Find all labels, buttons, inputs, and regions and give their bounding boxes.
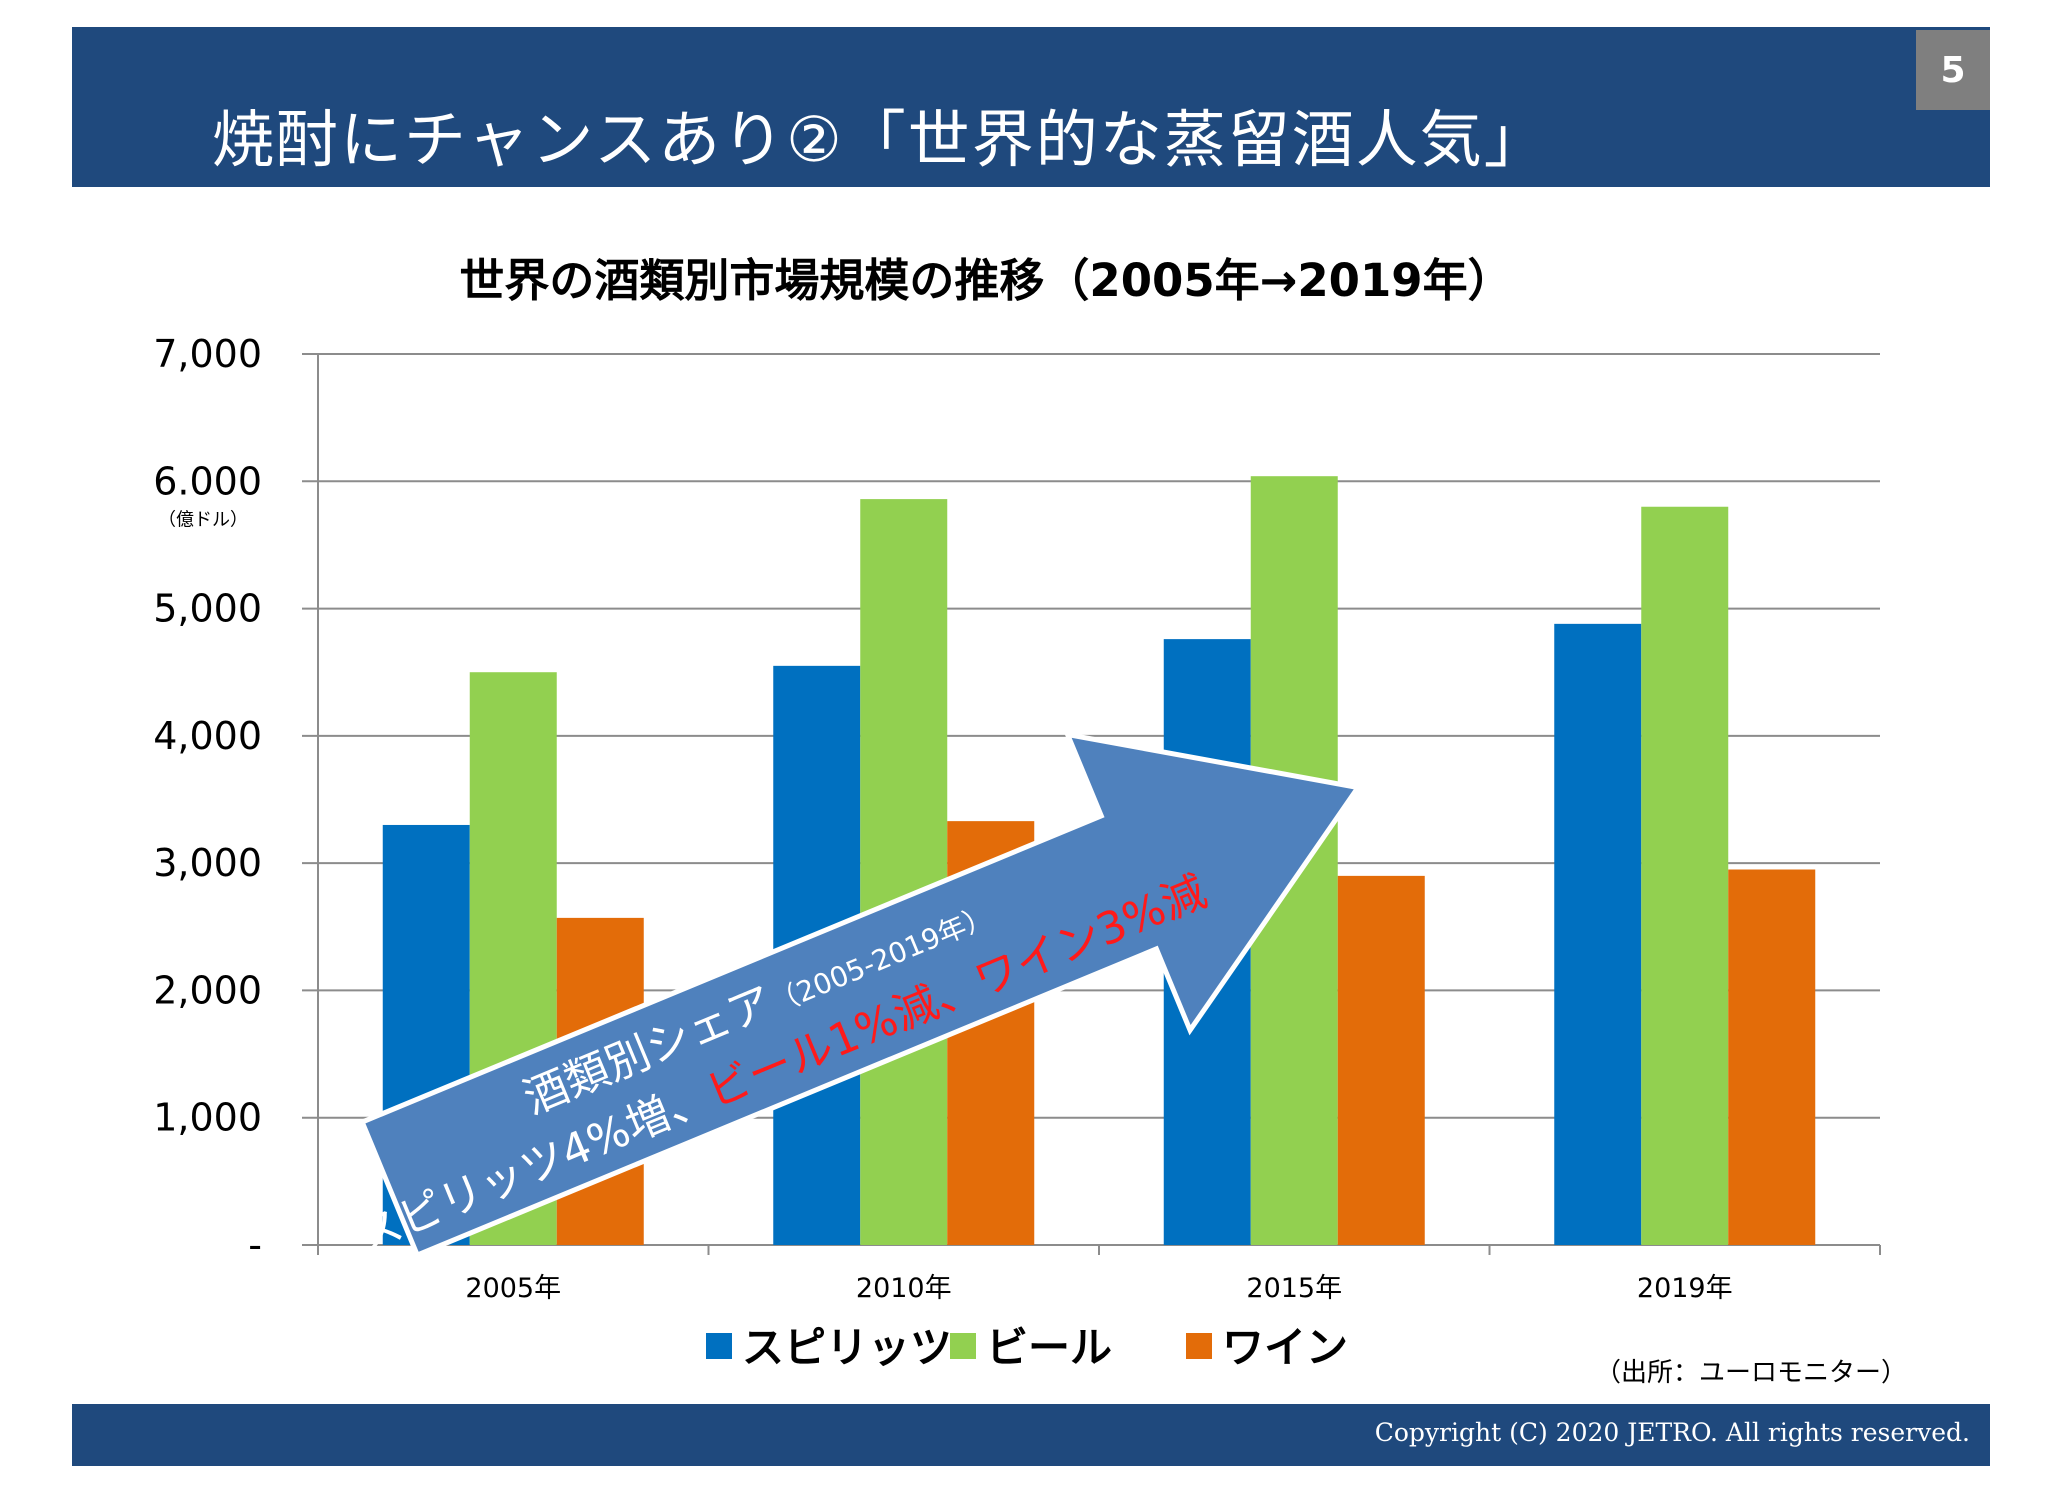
y-tick-label: 7,000 xyxy=(153,332,262,376)
legend-label: ワイン xyxy=(1222,1323,1348,1372)
bar-ビール-2010年 xyxy=(860,499,948,1245)
legend-swatch xyxy=(950,1333,976,1359)
chart-title: 世界の酒類別市場規模の推移（2005年→2019年） xyxy=(459,254,1512,307)
y-tick-label: 2,000 xyxy=(153,968,262,1012)
legend-swatch xyxy=(1186,1333,1212,1359)
legend-label: スピリッツ xyxy=(742,1323,952,1372)
y-unit-label: （億ドル） xyxy=(158,509,248,530)
y-tick-label: - xyxy=(248,1223,262,1267)
y-tick-label: 3,000 xyxy=(153,841,262,885)
page-number-badge: 5 xyxy=(1916,30,1990,110)
x-tick-label: 2015年 xyxy=(1246,1273,1342,1304)
y-tick-label: 5,000 xyxy=(153,587,262,631)
arrow-shape xyxy=(358,731,1363,1259)
bar-スピリッツ-2019年 xyxy=(1554,623,1642,1245)
copyright-text: Copyright (C) 2020 JETRO. All rights res… xyxy=(1374,1418,1970,1447)
slide-title: 焼酎にチャンスあり②「世界的な蒸留酒人気」 xyxy=(212,103,1548,176)
legend-label: ビール xyxy=(986,1323,1112,1372)
footer-bar: Copyright (C) 2020 JETRO. All rights res… xyxy=(72,1404,1990,1466)
y-tick-label: 4,000 xyxy=(153,714,262,758)
legend-swatch xyxy=(706,1333,732,1359)
x-tick-label: 2010年 xyxy=(856,1273,952,1304)
source-note: （出所：ユーロモニター） xyxy=(1595,1358,1908,1388)
bar-ワイン-2019年 xyxy=(1728,869,1816,1245)
y-tick-label: 1,000 xyxy=(153,1096,262,1140)
x-tick-label: 2005年 xyxy=(465,1273,561,1304)
header-bar: 焼酎にチャンスあり②「世界的な蒸留酒人気」 xyxy=(72,27,1990,187)
bar-ビール-2019年 xyxy=(1641,506,1729,1245)
x-tick-label: 2019年 xyxy=(1637,1273,1733,1304)
bar-ワイン-2015年 xyxy=(1337,875,1425,1245)
y-tick-label: 6.000 xyxy=(153,459,262,503)
